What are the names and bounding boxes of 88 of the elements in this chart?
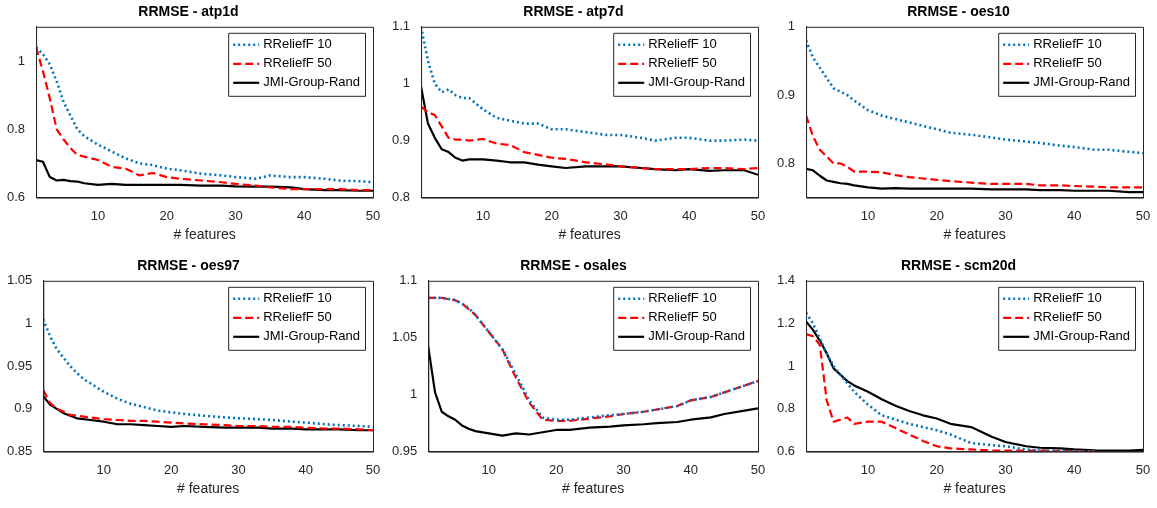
x-tick-label: 20 xyxy=(929,207,944,223)
x-tick-label: 20 xyxy=(159,207,174,223)
y-tick-label: 0.8 xyxy=(6,120,26,136)
y-tick-label: 1 xyxy=(402,75,411,91)
x-tick-label: 10 xyxy=(860,207,876,223)
x-tick-label: 40 xyxy=(297,207,312,223)
x-tick-label: 50 xyxy=(1135,207,1151,223)
x-tick-label: 20 xyxy=(544,207,559,223)
x-axis-title: # features xyxy=(562,480,625,497)
y-tick-label: 1.1 xyxy=(391,18,411,34)
y-tick-label: 1.2 xyxy=(776,315,796,331)
x-tick-label: 10 xyxy=(475,207,491,223)
y-tick-label: 0.8 xyxy=(776,155,796,171)
x-tick-label: 50 xyxy=(750,461,766,477)
legend-label: RReliefF 50 xyxy=(263,55,332,71)
legend-label: JMI-Group-Rand xyxy=(1033,74,1130,90)
y-tick-label: 0.6 xyxy=(776,443,796,459)
y-tick-label: 1.05 xyxy=(6,272,33,288)
chart-title: RRMSE - scm20d xyxy=(900,257,1017,274)
x-tick-label: 20 xyxy=(929,461,944,477)
chart-title: RRMSE - atp7d xyxy=(523,3,624,20)
y-tick-label: 0.95 xyxy=(391,443,418,459)
x-tick-label: 30 xyxy=(228,207,243,223)
line-series xyxy=(421,26,758,142)
y-tick-label: 1 xyxy=(787,18,796,34)
y-tick-label: 1.05 xyxy=(391,329,418,345)
x-tick-label: 30 xyxy=(616,461,631,477)
legend-label: JMI-Group-Rand xyxy=(648,328,745,344)
chart-title: RRMSE - oes97 xyxy=(137,257,241,274)
legend-label: JMI-Group-Rand xyxy=(263,74,360,90)
line-series xyxy=(806,39,1143,155)
x-axis-title: # features xyxy=(558,226,621,243)
y-tick-label: 1.1 xyxy=(399,272,418,288)
legend-label: JMI-Group-Rand xyxy=(263,328,360,344)
x-tick-label: 50 xyxy=(365,207,381,223)
x-tick-label: 40 xyxy=(298,461,313,477)
y-tick-label: 1 xyxy=(787,357,796,373)
legend-label: RReliefF 50 xyxy=(1033,309,1102,325)
x-tick-label: 10 xyxy=(860,461,876,477)
legend-label: RReliefF 10 xyxy=(648,36,717,52)
x-tick-label: 20 xyxy=(163,461,179,477)
legend-label: RReliefF 50 xyxy=(263,309,332,325)
legend-label: JMI-Group-Rand xyxy=(1033,328,1130,344)
legend-label: RReliefF 50 xyxy=(648,309,717,325)
y-tick-label: 0.95 xyxy=(6,357,33,373)
x-tick-label: 30 xyxy=(998,461,1013,477)
legend-label: RReliefF 50 xyxy=(648,55,717,71)
y-tick-label: 1 xyxy=(17,52,26,68)
line-series xyxy=(806,114,1143,189)
x-tick-label: 30 xyxy=(231,461,246,477)
y-tick-label: 0.9 xyxy=(14,400,33,416)
y-tick-label: 1.4 xyxy=(776,272,796,288)
chart-title: RRMSE - osales xyxy=(520,257,627,274)
y-tick-label: 0.8 xyxy=(391,189,411,205)
x-axis-title: # features xyxy=(173,226,236,243)
y-tick-label: 0.9 xyxy=(776,86,796,102)
x-axis-title: # features xyxy=(943,226,1006,243)
y-tick-label: 0.6 xyxy=(6,189,26,205)
chart-title: RRMSE - atp1d xyxy=(138,3,239,20)
y-tick-label: 0.85 xyxy=(6,443,33,459)
x-tick-label: 10 xyxy=(481,461,497,477)
x-tick-label: 50 xyxy=(1135,461,1151,477)
y-tick-label: 0.9 xyxy=(391,132,411,148)
x-tick-label: 40 xyxy=(683,461,698,477)
y-tick-label: 0.8 xyxy=(776,400,796,416)
legend-label: JMI-Group-Rand xyxy=(648,74,745,90)
x-tick-label: 30 xyxy=(613,207,628,223)
x-tick-label: 40 xyxy=(1067,461,1082,477)
chart-title: RRMSE - oes10 xyxy=(907,3,1011,20)
x-tick-label: 10 xyxy=(90,207,106,223)
x-axis-title: # features xyxy=(943,480,1006,497)
line-series xyxy=(421,105,758,171)
x-axis-title: # features xyxy=(177,480,240,497)
x-tick-label: 10 xyxy=(96,461,112,477)
x-tick-label: 50 xyxy=(750,207,766,223)
legend-label: RReliefF 10 xyxy=(1033,36,1102,52)
x-tick-label: 30 xyxy=(998,207,1013,223)
x-tick-label: 40 xyxy=(1067,207,1082,223)
legend-label: RReliefF 10 xyxy=(1033,290,1102,306)
x-tick-label: 40 xyxy=(682,207,697,223)
legend-label: RReliefF 10 xyxy=(263,290,332,306)
legend-label: RReliefF 50 xyxy=(1033,55,1102,71)
x-tick-label: 20 xyxy=(548,461,564,477)
legend-label: RReliefF 10 xyxy=(648,290,717,306)
y-tick-label: 1 xyxy=(410,386,418,402)
legend-label: RReliefF 10 xyxy=(263,36,332,52)
y-tick-label: 1 xyxy=(25,315,33,331)
x-tick-label: 50 xyxy=(365,461,381,477)
